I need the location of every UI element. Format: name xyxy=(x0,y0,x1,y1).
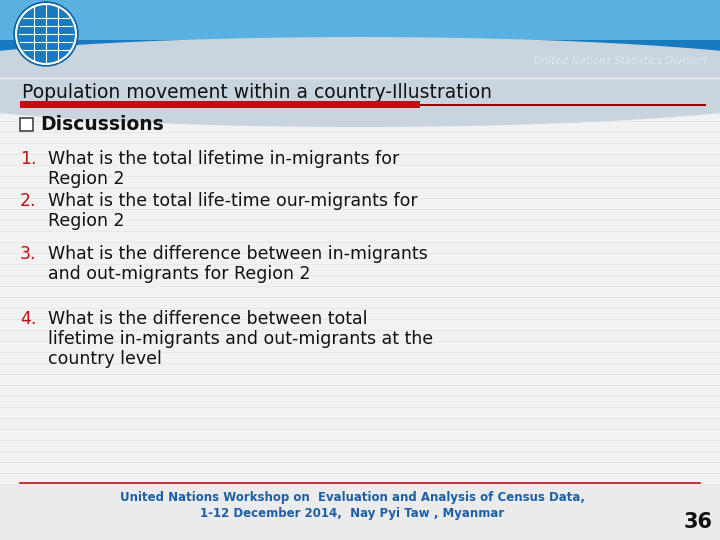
Text: Region 2: Region 2 xyxy=(48,170,125,188)
Bar xyxy=(20,101,420,108)
Text: and out-migrants for Region 2: and out-migrants for Region 2 xyxy=(48,265,310,283)
Text: country level: country level xyxy=(48,350,162,368)
Text: What is the total lifetime in-migrants for: What is the total lifetime in-migrants f… xyxy=(48,150,400,168)
Bar xyxy=(0,78,720,485)
Bar xyxy=(20,118,33,131)
Text: lifetime in-migrants and out-migrants at the: lifetime in-migrants and out-migrants at… xyxy=(48,330,433,348)
Text: 1-12 December 2014,  Nay Pyi Taw , Myanmar: 1-12 December 2014, Nay Pyi Taw , Myanma… xyxy=(200,508,504,521)
Text: United Nations Statistics Division: United Nations Statistics Division xyxy=(534,56,706,66)
Circle shape xyxy=(14,2,78,66)
Text: What is the difference between in-migrants: What is the difference between in-migran… xyxy=(48,245,428,263)
Text: What is the total life-time our-migrants for: What is the total life-time our-migrants… xyxy=(48,192,418,210)
Text: United Nations Workshop on  Evaluation and Analysis of Census Data,: United Nations Workshop on Evaluation an… xyxy=(120,491,585,504)
Circle shape xyxy=(16,4,76,64)
Bar xyxy=(420,104,706,106)
Text: 2.: 2. xyxy=(20,192,37,210)
Text: 1.: 1. xyxy=(20,150,37,168)
Text: What is the difference between total: What is the difference between total xyxy=(48,310,367,328)
Bar xyxy=(0,0,720,40)
Text: Region 2: Region 2 xyxy=(48,212,125,230)
Text: Discussions: Discussions xyxy=(40,116,163,134)
Text: 3.: 3. xyxy=(20,245,37,263)
Text: 36: 36 xyxy=(683,512,713,532)
Bar xyxy=(0,0,720,80)
Ellipse shape xyxy=(0,37,720,127)
Text: Population movement within a country-Illustration: Population movement within a country-Ill… xyxy=(22,84,492,103)
Text: 4.: 4. xyxy=(20,310,37,328)
